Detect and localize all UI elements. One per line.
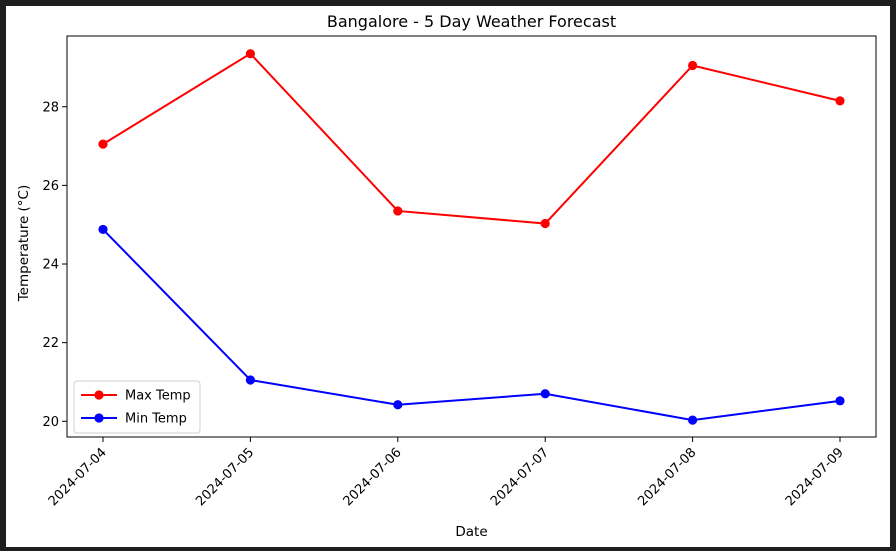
legend-marker-min-temp: [94, 413, 104, 423]
chart-title: Bangalore - 5 Day Weather Forecast: [327, 12, 616, 31]
data-point-min-temp: [245, 375, 255, 385]
data-point-min-temp: [540, 389, 550, 399]
legend: Max Temp Min Temp: [73, 380, 201, 434]
legend-label-max-temp: Max Temp: [125, 389, 191, 404]
legend-label-min-temp: Min Temp: [125, 412, 187, 427]
y-tick-label: 26: [42, 179, 59, 194]
chart-frame: Bangalore - 5 Day Weather Forecast 20 22 2…: [6, 6, 890, 547]
y-tick-label: 22: [42, 336, 59, 351]
data-point-min-temp: [835, 396, 845, 406]
plot-frame: [66, 35, 877, 438]
data-point-max-temp: [540, 218, 550, 229]
x-tick-label: 2024-07-07: [488, 445, 552, 509]
data-point-max-temp: [245, 49, 255, 59]
y-axis-title: Temperature (°C): [16, 185, 32, 303]
x-tick-label: 2024-07-05: [193, 445, 257, 509]
data-point-min-temp: [393, 400, 403, 410]
y-tick-label: 20: [42, 415, 59, 430]
series-line-min-temp: [102, 228, 841, 422]
legend-marker-max-temp: [94, 390, 104, 400]
data-point-max-temp: [688, 60, 698, 71]
x-axis-title: Date: [455, 524, 487, 540]
data-point-max-temp: [393, 206, 403, 216]
x-tick-label: 2024-07-09: [783, 445, 847, 509]
x-tick-label: 2024-07-06: [341, 445, 405, 509]
y-tick-label: 24: [42, 258, 59, 273]
data-point-min-temp: [688, 415, 698, 425]
x-tick-label: 2024-07-08: [635, 445, 699, 509]
data-point-max-temp: [98, 139, 108, 149]
y-tick-label: 28: [42, 100, 59, 115]
plot-area: 20 22 24 26 28 2024-07-04 2024-07-05 2024-07-06…: [42, 35, 877, 509]
x-tick-label: 2024-07-04: [46, 445, 110, 509]
data-point-max-temp: [835, 96, 845, 106]
line-chart: Bangalore - 5 Day Weather Forecast 20222…: [16, 12, 877, 540]
data-point-min-temp: [98, 224, 108, 235]
series-line-max-temp: [102, 52, 841, 225]
